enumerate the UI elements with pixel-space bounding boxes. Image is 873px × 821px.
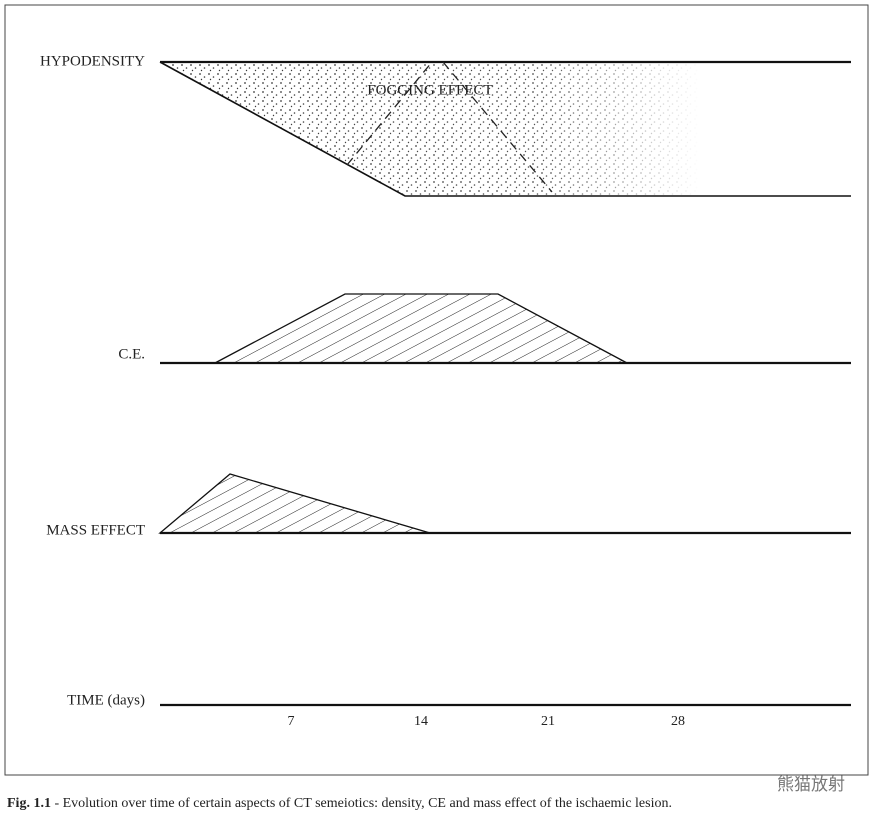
row-label: MASS EFFECT xyxy=(46,522,145,538)
row-label: C.E. xyxy=(118,346,145,362)
tick-label: 14 xyxy=(414,714,428,729)
hypodensity-curve xyxy=(159,61,851,197)
tick-label: 21 xyxy=(541,714,555,729)
ce-area xyxy=(214,293,628,364)
row-label: TIME (days) xyxy=(67,692,145,708)
stipple-area xyxy=(160,62,700,196)
dashed-line xyxy=(346,61,433,166)
dashed-line xyxy=(442,61,553,193)
caption: Fig. 1.1 - Evolution over time of certai… xyxy=(7,796,672,811)
caption-label: Fig. 1.1 xyxy=(7,796,51,811)
caption-text: - Evolution over time of certain aspects… xyxy=(51,796,672,811)
mass-effect-area xyxy=(158,473,431,534)
annotation: FOGGING EFFECT xyxy=(367,82,492,98)
frame xyxy=(4,4,869,776)
row-label: HYPODENSITY xyxy=(40,53,145,69)
tick-label: 28 xyxy=(671,714,685,729)
tick-label: 7 xyxy=(288,714,295,729)
watermark: 熊猫放射 xyxy=(777,775,845,795)
